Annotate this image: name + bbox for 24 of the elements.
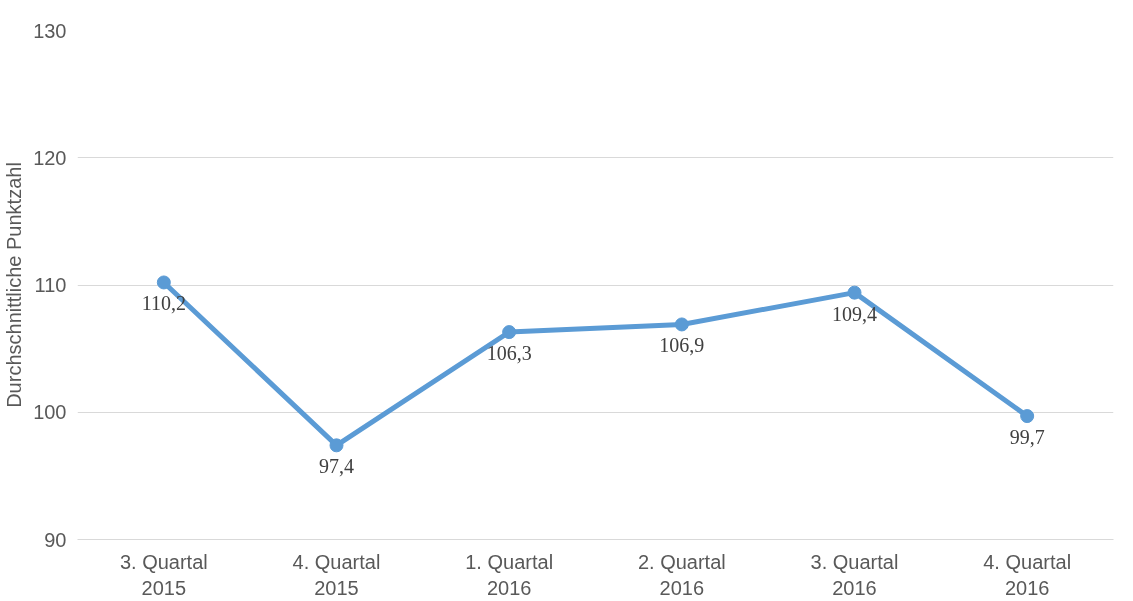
data-label: 106,3 <box>486 342 532 365</box>
x-tick-label: 2. Quartal 2016 <box>637 550 726 599</box>
x-tick-label: 1. Quartal 2016 <box>465 550 554 599</box>
data-label: 109,4 <box>832 302 877 325</box>
data-label: 106,9 <box>659 334 705 357</box>
y-axis-title: Durchschnittliche Punktzahl <box>3 162 26 408</box>
x-tick-label: 3. Quartal 2016 <box>810 550 899 599</box>
y-tick-label: 90 <box>44 528 67 551</box>
x-tick-label: 4. Quartal 2016 <box>983 550 1072 599</box>
point <box>674 317 689 332</box>
y-tick-label: 130 <box>33 19 67 42</box>
data-label: 99,7 <box>1009 426 1045 449</box>
x-tick-label: 3. Quartal 2015 <box>119 550 208 599</box>
x-tick-label: 4. Quartal 2015 <box>292 550 381 599</box>
point <box>329 438 344 453</box>
point <box>847 285 862 300</box>
point <box>1020 409 1035 424</box>
y-tick-label: 100 <box>33 401 67 424</box>
data-label: 110,2 <box>141 292 186 315</box>
data-label: 97,4 <box>319 455 354 478</box>
y-tick-label: 120 <box>33 146 67 169</box>
point <box>502 325 517 340</box>
y-tick-label: 110 <box>34 274 67 296</box>
point <box>156 275 171 290</box>
